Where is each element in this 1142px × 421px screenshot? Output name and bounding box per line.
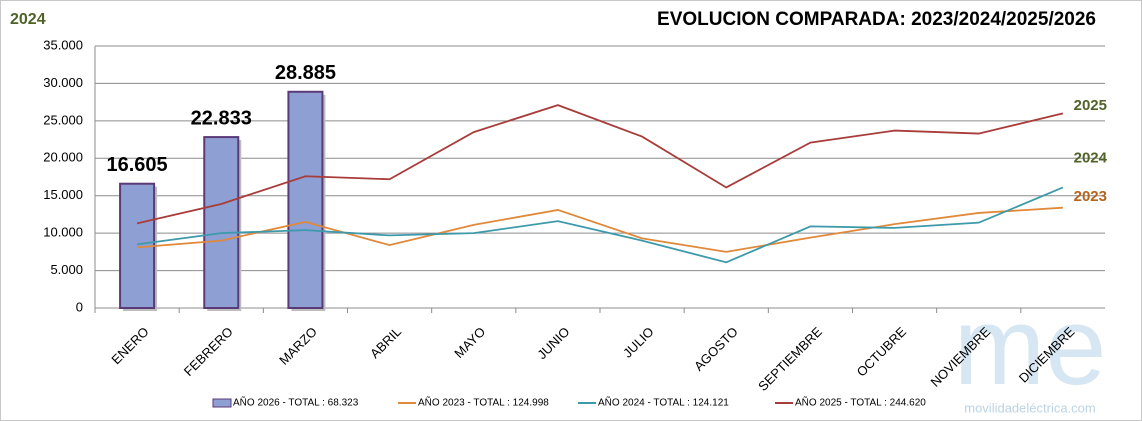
legend-label: AÑO 2023 - TOTAL : 124.998 xyxy=(418,396,549,409)
y-tick-label: 20.000 xyxy=(43,150,83,165)
line xyxy=(137,206,1063,253)
line xyxy=(136,104,1064,225)
corner-label: 2024 xyxy=(10,11,46,28)
y-tick-label: 35.000 xyxy=(43,37,83,52)
y-tick-label: 0 xyxy=(76,299,83,314)
watermark-logo: me xyxy=(954,285,1107,408)
bar xyxy=(203,136,240,309)
annotation: 2025 xyxy=(1074,97,1107,114)
y-tick-label: 30.000 xyxy=(43,75,83,90)
watermark-site: movilidadeléctrica.com xyxy=(964,400,1096,415)
y-tick-label: 5.000 xyxy=(50,262,83,277)
legend-label: AÑO 2024 - TOTAL : 124.121 xyxy=(598,396,729,409)
legend-swatch xyxy=(212,398,232,408)
annotation: 2023 xyxy=(1074,188,1107,205)
line xyxy=(136,186,1064,264)
y-tick-label: 15.000 xyxy=(43,187,83,202)
value-label: 28.885 xyxy=(275,62,336,84)
value-label: 22.833 xyxy=(191,107,252,129)
bar xyxy=(287,90,324,309)
y-tick-label: 10.000 xyxy=(43,225,83,240)
legend-label: AÑO 2025 - TOTAL : 244.620 xyxy=(795,396,926,409)
y-tick-label: 25.000 xyxy=(43,112,83,127)
chart-title: EVOLUCION COMPARADA: 2023/2024/2025/2026 xyxy=(657,9,1096,30)
legend-label: AÑO 2026 - TOTAL : 68.323 xyxy=(233,396,359,409)
annotation: 2024 xyxy=(1074,149,1108,166)
value-label: 16.605 xyxy=(106,154,167,176)
